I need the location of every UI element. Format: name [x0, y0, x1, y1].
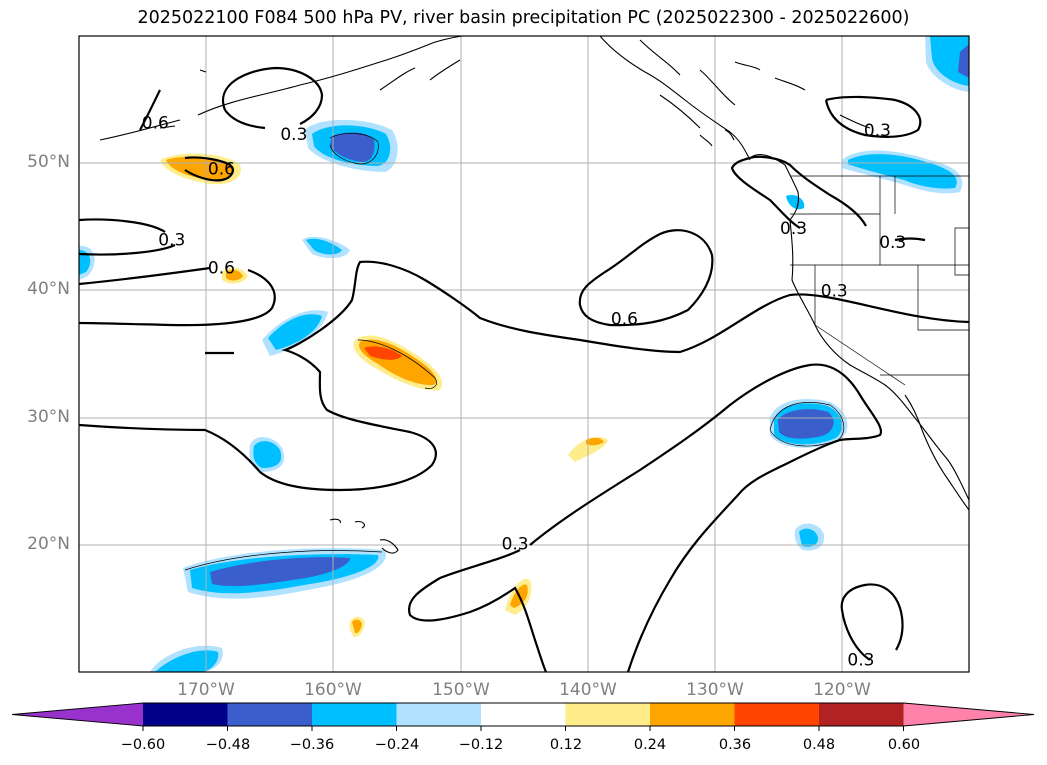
contour-label: 0.3 [879, 233, 906, 253]
lon-label-170w: 170°W [166, 680, 246, 700]
colorbar-tick: 0.48 [789, 737, 849, 753]
contour-label: 0.3 [780, 219, 807, 239]
lon-label-150w: 150°W [421, 680, 501, 700]
colorbar-tick: −0.24 [367, 737, 427, 753]
map-figure: 0.6 0.3 0.6 0.3 0.6 0.6 0.3 0.3 0.3 0.3 0.3 0.3 [0, 0, 1047, 765]
contour-label: 0.6 [611, 309, 638, 329]
contour-label: 0.6 [208, 159, 235, 179]
lon-label-130w: 130°W [675, 680, 755, 700]
colorbar-extend-low [12, 703, 143, 726]
political-borders [790, 176, 969, 385]
contour-label: 0.3 [821, 281, 848, 301]
colorbar-segment [228, 703, 313, 726]
colorbar-extend-high [904, 703, 1035, 726]
lon-label-140w: 140°W [548, 680, 628, 700]
contour-label: 0.3 [502, 535, 529, 555]
contour-label: 0.3 [864, 121, 891, 141]
contour-label: 0.3 [280, 125, 307, 145]
lat-label-20n: 20°N [10, 534, 70, 554]
colorbar-segment [819, 703, 904, 726]
contour-label: 0.3 [158, 231, 185, 251]
lon-label-160w: 160°W [293, 680, 373, 700]
colorbar-tick: −0.12 [451, 737, 511, 753]
colorbar-segment [312, 703, 397, 726]
colorbar-tick: 0.60 [874, 737, 934, 753]
precip-outlines [185, 133, 844, 570]
colorbar-tick: 0.36 [705, 737, 765, 753]
colorbar-segment [735, 703, 820, 726]
colorbar-segment [397, 703, 482, 726]
colorbar-segment [143, 703, 228, 726]
lat-label-50n: 50°N [10, 152, 70, 172]
map-plot-area: 0.6 0.3 0.6 0.3 0.6 0.6 0.3 0.3 0.3 0.3 0.3 0.3 [79, 36, 969, 672]
colorbar-tick: −0.60 [113, 737, 173, 753]
colorbar-tick: −0.48 [198, 737, 258, 753]
contour-label: 0.6 [208, 259, 235, 279]
colorbar-tick: 0.12 [536, 737, 596, 753]
colorbar-tick: −0.36 [282, 737, 342, 753]
colorbar-segment [650, 703, 735, 726]
colorbar-segment [481, 703, 566, 726]
lon-label-120w: 120°W [802, 680, 882, 700]
colorbar-segment [566, 703, 651, 726]
colorbar-tick: 0.24 [620, 737, 680, 753]
lat-label-30n: 30°N [10, 407, 70, 427]
contour-label: 0.6 [142, 113, 169, 133]
colorbar [12, 703, 1034, 731]
lat-label-40n: 40°N [10, 279, 70, 299]
contour-label: 0.3 [847, 650, 874, 670]
